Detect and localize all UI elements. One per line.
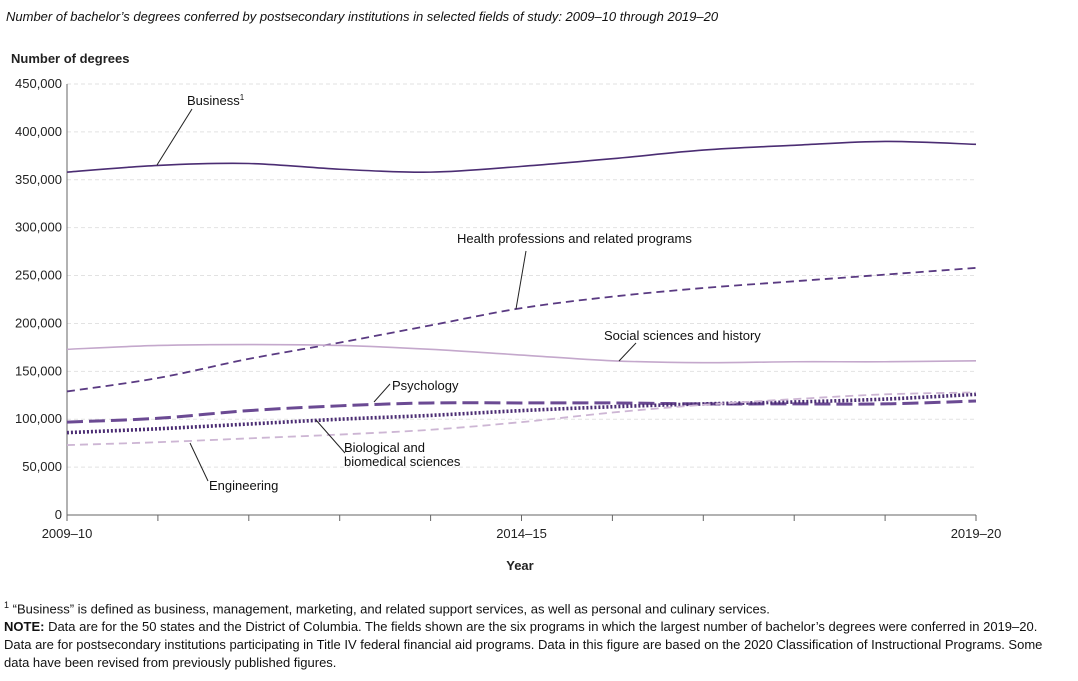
x-tick-label: 2009–10: [42, 526, 93, 541]
y-tick-label: 450,000: [15, 76, 62, 91]
x-tick-label: 2019–20: [951, 526, 1002, 541]
label-leaders: [156, 108, 637, 482]
y-tick-label: 200,000: [15, 315, 62, 330]
business-leader: [156, 108, 193, 166]
series-line-0: [66, 140, 977, 173]
y-axis-title: Number of degrees: [11, 51, 129, 66]
y-tick-label: 0: [55, 507, 62, 522]
y-tick-label: 300,000: [15, 220, 62, 235]
footnotes: 1 “Business” is defined as business, man…: [4, 596, 1064, 672]
line-chart: Number of degrees Year 0 50,000 100,000 150…: [11, 51, 1001, 573]
label-business: Business1: [187, 93, 245, 108]
series-lines: [66, 140, 977, 446]
label-social: Social sciences and history: [604, 328, 761, 343]
series-line-2: [66, 343, 977, 364]
label-engineering: Engineering: [209, 478, 278, 493]
psychology-leader: [373, 383, 391, 403]
biological-leader: [315, 419, 346, 454]
label-health: Health professions and related programs: [457, 231, 692, 246]
series-line-5: [66, 391, 977, 446]
label-psychology: Psychology: [392, 378, 459, 393]
y-tick-label: 100,000: [15, 411, 62, 426]
footnote-note: NOTE: Data are for the 50 states and the…: [4, 619, 1043, 671]
x-axis-title: Year: [506, 558, 533, 573]
y-tick-label: 150,000: [15, 363, 62, 378]
health-leader: [515, 250, 527, 310]
y-tick-label: 400,000: [15, 124, 62, 139]
tick-labels: 0 50,000 100,000 150,000 200,000 250,000 300,0…: [15, 76, 1001, 541]
series-line-3: [66, 399, 977, 424]
figure-title: Number of bachelor’s degrees conferred b…: [6, 9, 719, 24]
label-biological-line2: biomedical sciences: [344, 454, 461, 469]
gridlines: [67, 83, 976, 468]
y-tick-label: 50,000: [22, 459, 62, 474]
footnote-1: 1 “Business” is defined as business, man…: [4, 600, 770, 617]
social-leader: [618, 342, 637, 362]
engineering-leader: [189, 442, 209, 482]
y-tick-label: 250,000: [15, 268, 62, 283]
x-tick-label: 2014–15: [496, 526, 547, 541]
y-tick-label: 350,000: [15, 172, 62, 187]
series-line-1: [66, 266, 977, 393]
label-biological-line1: Biological and: [344, 440, 425, 455]
axes: [66, 84, 977, 521]
